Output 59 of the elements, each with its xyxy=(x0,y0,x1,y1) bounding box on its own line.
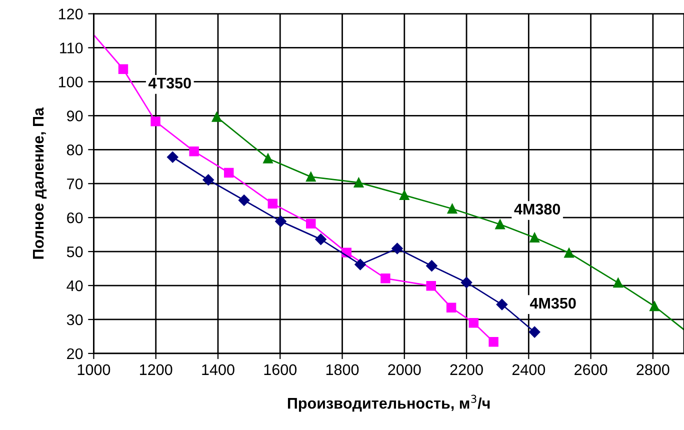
point xyxy=(530,232,540,242)
point xyxy=(650,301,660,312)
y-tick-label: 30 xyxy=(66,314,83,326)
x-tick-label: 1600 xyxy=(264,364,297,376)
series-label: 4M350 xyxy=(530,298,576,309)
point xyxy=(447,204,458,214)
x-tick-label: 1200 xyxy=(140,364,172,376)
x-tick-label: 2200 xyxy=(450,364,483,376)
y-tick-label: 120 xyxy=(58,8,83,20)
point xyxy=(354,258,366,270)
point xyxy=(118,64,128,74)
point xyxy=(150,116,160,126)
y-tick-label: 40 xyxy=(66,280,83,292)
point xyxy=(189,146,199,156)
y-axis-title: Полное даление, Па xyxy=(33,107,47,259)
y-tick-label: 70 xyxy=(67,178,83,190)
point xyxy=(202,174,214,186)
point xyxy=(468,318,479,328)
point xyxy=(426,281,436,291)
point xyxy=(613,278,623,288)
point xyxy=(275,216,286,227)
point xyxy=(354,178,364,188)
point xyxy=(224,168,234,178)
x-tick-label: 1400 xyxy=(202,364,234,376)
x-axis-title: Производительность, м$^{3}$/ч xyxy=(288,394,490,412)
y-tick-label: 20 xyxy=(67,348,83,360)
point xyxy=(315,234,326,245)
x-tick-label: 2800 xyxy=(636,364,670,376)
series-label: 4T350 xyxy=(148,78,191,89)
point xyxy=(306,172,316,182)
point xyxy=(528,326,540,338)
point xyxy=(495,220,505,230)
x-tick-label: 1000 xyxy=(78,364,110,376)
x-tick-label: 2600 xyxy=(574,364,608,376)
point xyxy=(268,198,278,209)
y-tick-label: 90 xyxy=(67,110,83,122)
y-tick-label: 80 xyxy=(66,144,83,156)
y-tick-label: 50 xyxy=(66,246,83,258)
point xyxy=(488,337,498,347)
y-tick-label: 60 xyxy=(67,212,83,224)
y-tick-label: 100 xyxy=(58,76,83,88)
x-tick-label: 2000 xyxy=(388,364,421,376)
point xyxy=(380,274,390,284)
point xyxy=(460,276,472,288)
point xyxy=(212,112,222,122)
point xyxy=(496,298,508,310)
y-tick-label: 110 xyxy=(60,42,83,54)
point xyxy=(426,260,438,272)
point xyxy=(446,302,456,312)
x-tick-label: 1800 xyxy=(326,364,359,376)
series-label: 4M380 xyxy=(514,204,560,215)
point xyxy=(263,154,273,164)
x-tick-label: 2400 xyxy=(512,364,546,376)
point xyxy=(238,194,250,206)
point xyxy=(306,218,316,229)
point xyxy=(167,152,178,163)
point xyxy=(392,242,403,254)
point xyxy=(564,248,574,258)
point xyxy=(400,190,410,200)
